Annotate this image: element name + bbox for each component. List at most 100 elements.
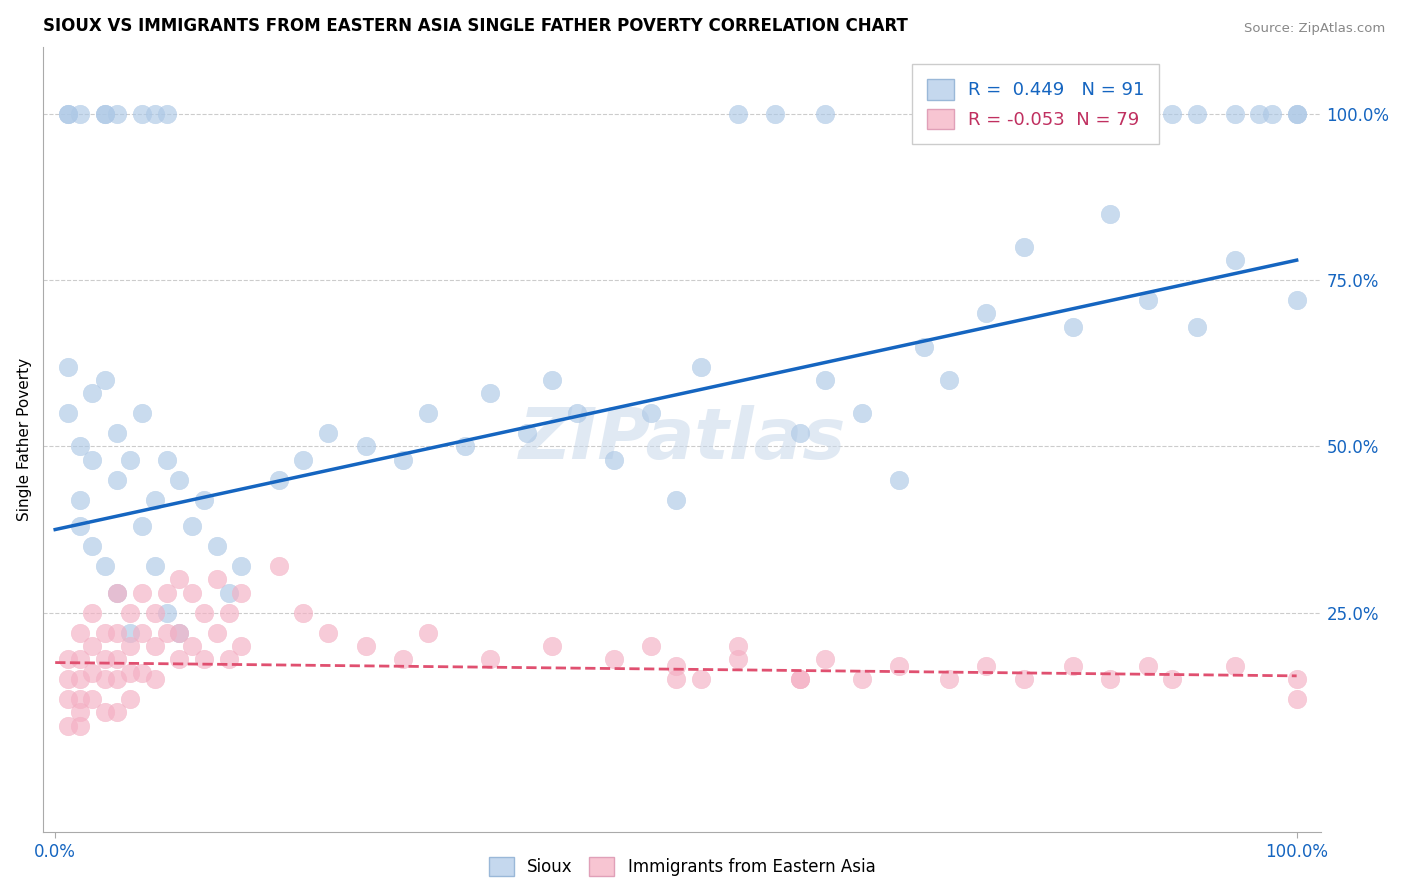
Point xyxy=(105,652,128,666)
Point xyxy=(169,473,191,487)
Point xyxy=(267,473,290,487)
Point xyxy=(1285,107,1308,121)
Point xyxy=(56,406,79,420)
Point xyxy=(118,606,141,620)
Point xyxy=(156,606,179,620)
Point xyxy=(1261,107,1284,121)
Point xyxy=(516,426,538,441)
Point xyxy=(1223,253,1246,268)
Point xyxy=(105,107,128,121)
Point xyxy=(851,406,873,420)
Point xyxy=(665,672,688,686)
Point xyxy=(1223,107,1246,121)
Point xyxy=(1012,672,1035,686)
Point xyxy=(105,473,128,487)
Point xyxy=(478,386,501,401)
Point xyxy=(94,625,117,640)
Point xyxy=(131,406,153,420)
Point xyxy=(105,625,128,640)
Point xyxy=(156,625,179,640)
Point xyxy=(69,652,91,666)
Point xyxy=(727,652,749,666)
Point xyxy=(131,625,153,640)
Point xyxy=(56,107,79,121)
Point xyxy=(416,406,439,420)
Point xyxy=(391,652,413,666)
Point xyxy=(478,652,501,666)
Point xyxy=(603,652,626,666)
Point xyxy=(1285,293,1308,307)
Point xyxy=(56,359,79,374)
Point xyxy=(143,107,166,121)
Point xyxy=(603,452,626,467)
Point xyxy=(94,706,117,720)
Point xyxy=(1012,240,1035,254)
Point xyxy=(292,606,315,620)
Point xyxy=(69,706,91,720)
Point xyxy=(118,625,141,640)
Text: ZIPatlas: ZIPatlas xyxy=(519,405,846,475)
Point xyxy=(56,672,79,686)
Point xyxy=(69,719,91,733)
Text: SIOUX VS IMMIGRANTS FROM EASTERN ASIA SINGLE FATHER POVERTY CORRELATION CHART: SIOUX VS IMMIGRANTS FROM EASTERN ASIA SI… xyxy=(42,17,908,35)
Point xyxy=(156,107,179,121)
Point xyxy=(665,659,688,673)
Point xyxy=(218,652,240,666)
Point xyxy=(82,539,104,553)
Point xyxy=(391,452,413,467)
Point xyxy=(193,652,215,666)
Point xyxy=(1099,206,1122,220)
Point xyxy=(193,492,215,507)
Point xyxy=(292,452,315,467)
Point xyxy=(82,606,104,620)
Point xyxy=(640,406,662,420)
Point xyxy=(69,107,91,121)
Point xyxy=(938,373,960,387)
Point xyxy=(727,639,749,653)
Point xyxy=(889,473,911,487)
Point xyxy=(1136,659,1159,673)
Point xyxy=(193,606,215,620)
Point xyxy=(143,606,166,620)
Point xyxy=(82,692,104,706)
Point xyxy=(231,559,253,574)
Point xyxy=(169,573,191,587)
Point xyxy=(267,559,290,574)
Point xyxy=(318,426,340,441)
Point xyxy=(1249,107,1271,121)
Point xyxy=(105,672,128,686)
Legend: Sioux, Immigrants from Eastern Asia: Sioux, Immigrants from Eastern Asia xyxy=(482,851,882,883)
Point xyxy=(354,639,377,653)
Point xyxy=(231,639,253,653)
Point xyxy=(131,585,153,599)
Point xyxy=(69,672,91,686)
Point xyxy=(1285,692,1308,706)
Point xyxy=(169,625,191,640)
Point xyxy=(1223,659,1246,673)
Point xyxy=(69,519,91,533)
Point xyxy=(143,672,166,686)
Point xyxy=(974,107,997,121)
Point xyxy=(540,639,562,653)
Point xyxy=(94,107,117,121)
Point xyxy=(69,492,91,507)
Point xyxy=(763,107,786,121)
Point xyxy=(180,519,202,533)
Point xyxy=(56,692,79,706)
Point xyxy=(94,107,117,121)
Point xyxy=(82,665,104,680)
Point xyxy=(218,606,240,620)
Point xyxy=(131,107,153,121)
Point xyxy=(689,672,711,686)
Point xyxy=(1161,672,1184,686)
Point xyxy=(814,652,837,666)
Point xyxy=(131,519,153,533)
Point xyxy=(205,539,228,553)
Point xyxy=(689,359,711,374)
Point xyxy=(1038,107,1060,121)
Point xyxy=(218,585,240,599)
Point xyxy=(1285,107,1308,121)
Point xyxy=(143,559,166,574)
Point xyxy=(1062,319,1084,334)
Point xyxy=(1161,107,1184,121)
